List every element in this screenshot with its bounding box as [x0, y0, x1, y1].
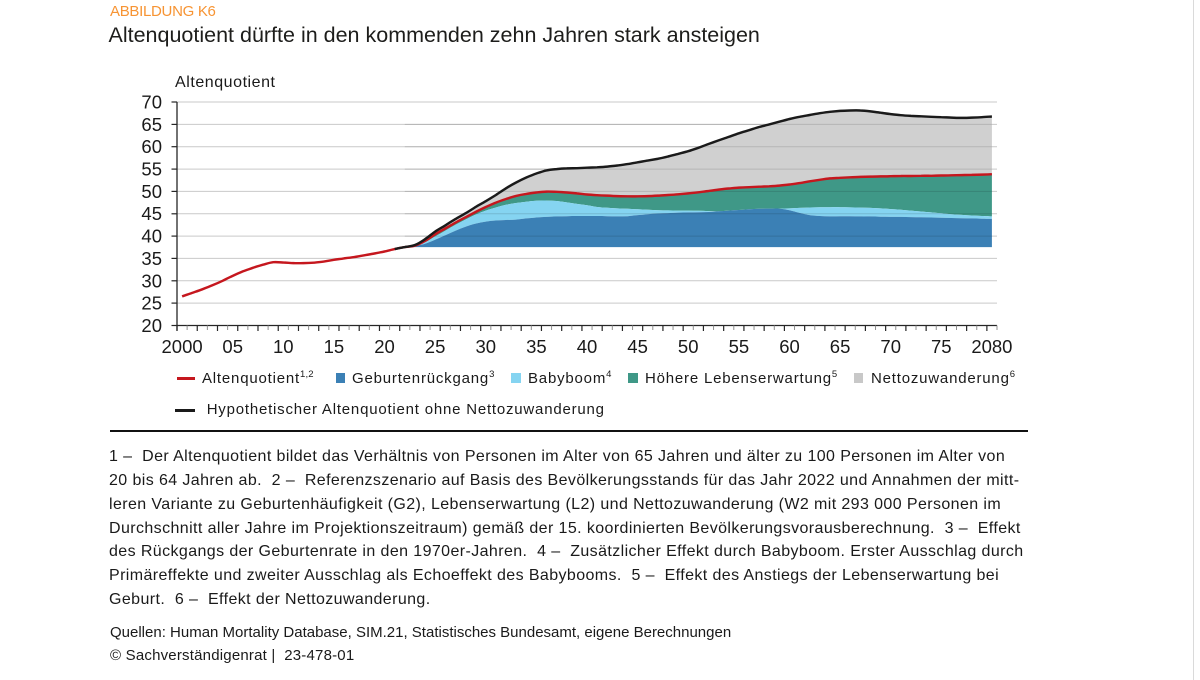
svg-text:35: 35 — [141, 248, 162, 269]
svg-text:2080: 2080 — [971, 336, 1012, 357]
svg-text:65: 65 — [830, 336, 851, 357]
svg-text:45: 45 — [141, 203, 162, 224]
svg-text:20: 20 — [374, 336, 395, 357]
svg-text:15: 15 — [324, 336, 345, 357]
svg-text:50: 50 — [678, 336, 699, 357]
svg-text:60: 60 — [779, 336, 800, 357]
svg-text:40: 40 — [141, 226, 162, 247]
svg-text:10: 10 — [273, 336, 294, 357]
svg-text:45: 45 — [627, 336, 648, 357]
svg-text:30: 30 — [141, 270, 162, 291]
svg-text:70: 70 — [880, 336, 901, 357]
svg-text:2000: 2000 — [162, 336, 203, 357]
svg-text:35: 35 — [526, 336, 547, 357]
svg-text:50: 50 — [141, 181, 162, 202]
svg-text:60: 60 — [141, 136, 162, 157]
svg-text:25: 25 — [425, 336, 446, 357]
svg-text:20: 20 — [141, 315, 162, 336]
svg-text:05: 05 — [222, 336, 243, 357]
svg-text:25: 25 — [141, 293, 162, 314]
svg-text:75: 75 — [931, 336, 952, 357]
svg-text:65: 65 — [141, 114, 162, 135]
svg-text:70: 70 — [141, 92, 162, 113]
svg-text:40: 40 — [577, 336, 598, 357]
svg-text:55: 55 — [729, 336, 750, 357]
svg-text:30: 30 — [476, 336, 497, 357]
svg-text:55: 55 — [141, 159, 162, 180]
